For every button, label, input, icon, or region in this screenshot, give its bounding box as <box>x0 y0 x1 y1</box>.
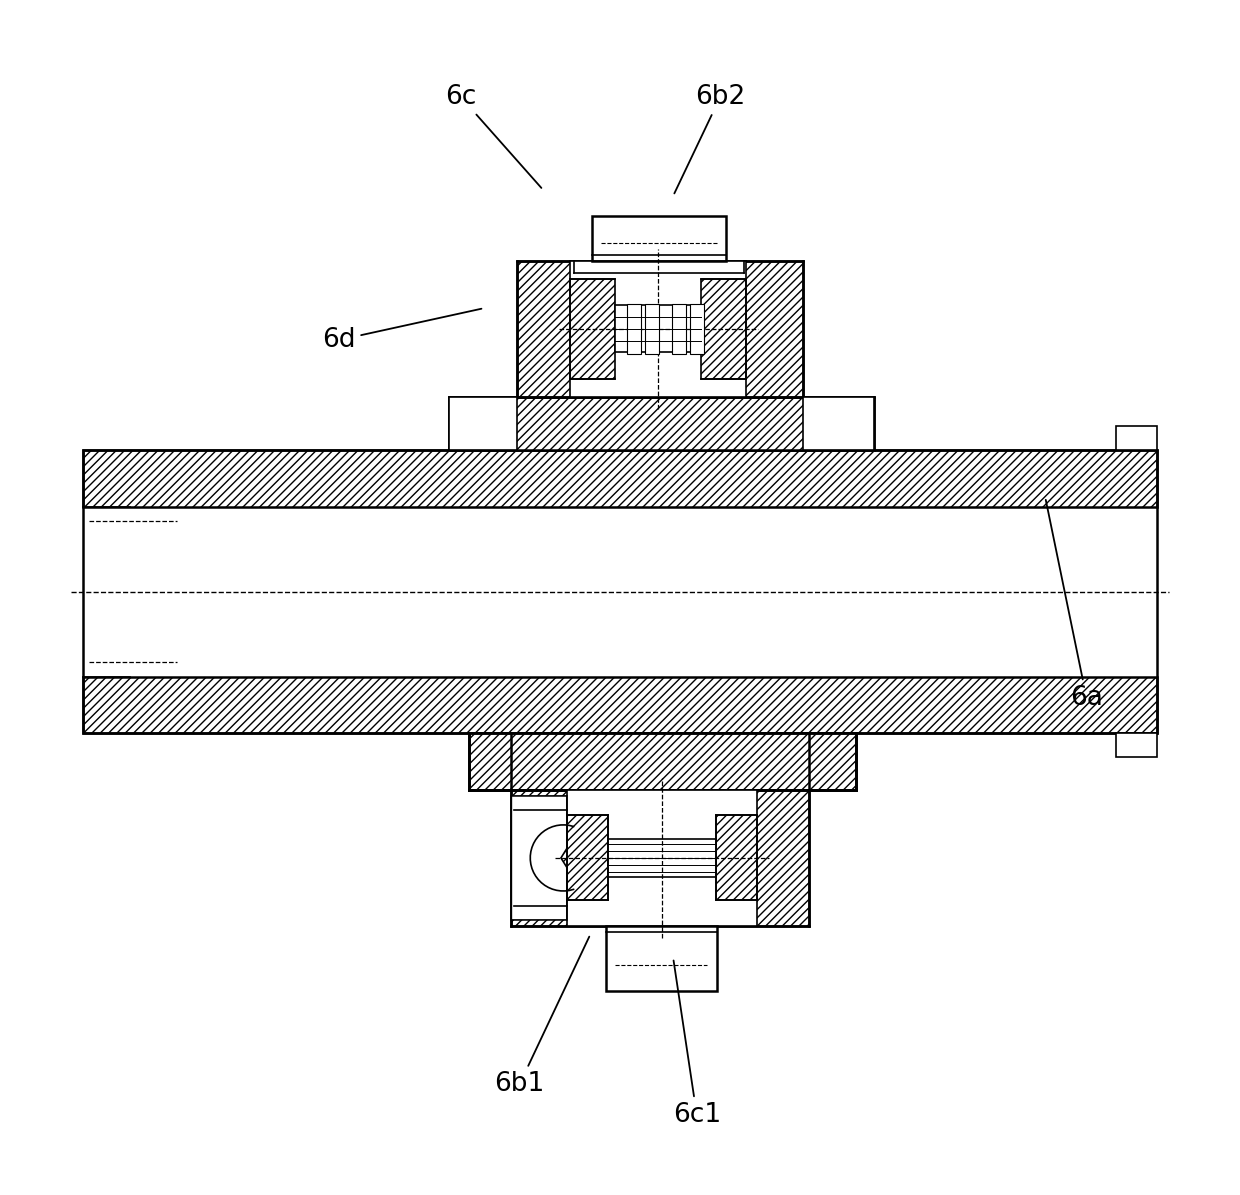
Bar <box>615 305 702 353</box>
Bar <box>449 397 496 449</box>
Polygon shape <box>83 449 1157 507</box>
Bar <box>645 304 658 354</box>
Bar <box>449 397 517 449</box>
Text: 6b1: 6b1 <box>495 937 589 1097</box>
Bar <box>627 304 641 354</box>
Bar <box>672 304 686 354</box>
Bar <box>827 397 874 449</box>
Bar <box>689 304 704 354</box>
Bar <box>570 261 746 397</box>
Polygon shape <box>511 790 808 926</box>
Bar <box>83 507 1157 676</box>
Polygon shape <box>1116 734 1157 756</box>
Polygon shape <box>83 676 1157 734</box>
Bar <box>804 397 874 449</box>
Text: 6b2: 6b2 <box>675 84 745 194</box>
Polygon shape <box>715 815 756 901</box>
Bar <box>608 839 715 877</box>
Text: 6c1: 6c1 <box>673 961 720 1128</box>
Polygon shape <box>567 815 608 901</box>
Bar <box>567 790 756 926</box>
Bar <box>606 926 717 991</box>
Polygon shape <box>449 397 874 449</box>
Text: 6d: 6d <box>322 308 481 353</box>
Polygon shape <box>1116 427 1157 449</box>
Polygon shape <box>570 278 615 379</box>
Text: 6a: 6a <box>1045 500 1102 711</box>
Polygon shape <box>702 278 746 379</box>
Bar <box>591 216 727 261</box>
Text: 6c: 6c <box>445 84 542 188</box>
Polygon shape <box>517 261 804 397</box>
Polygon shape <box>469 734 857 790</box>
Polygon shape <box>511 796 567 920</box>
Bar <box>83 449 1157 734</box>
